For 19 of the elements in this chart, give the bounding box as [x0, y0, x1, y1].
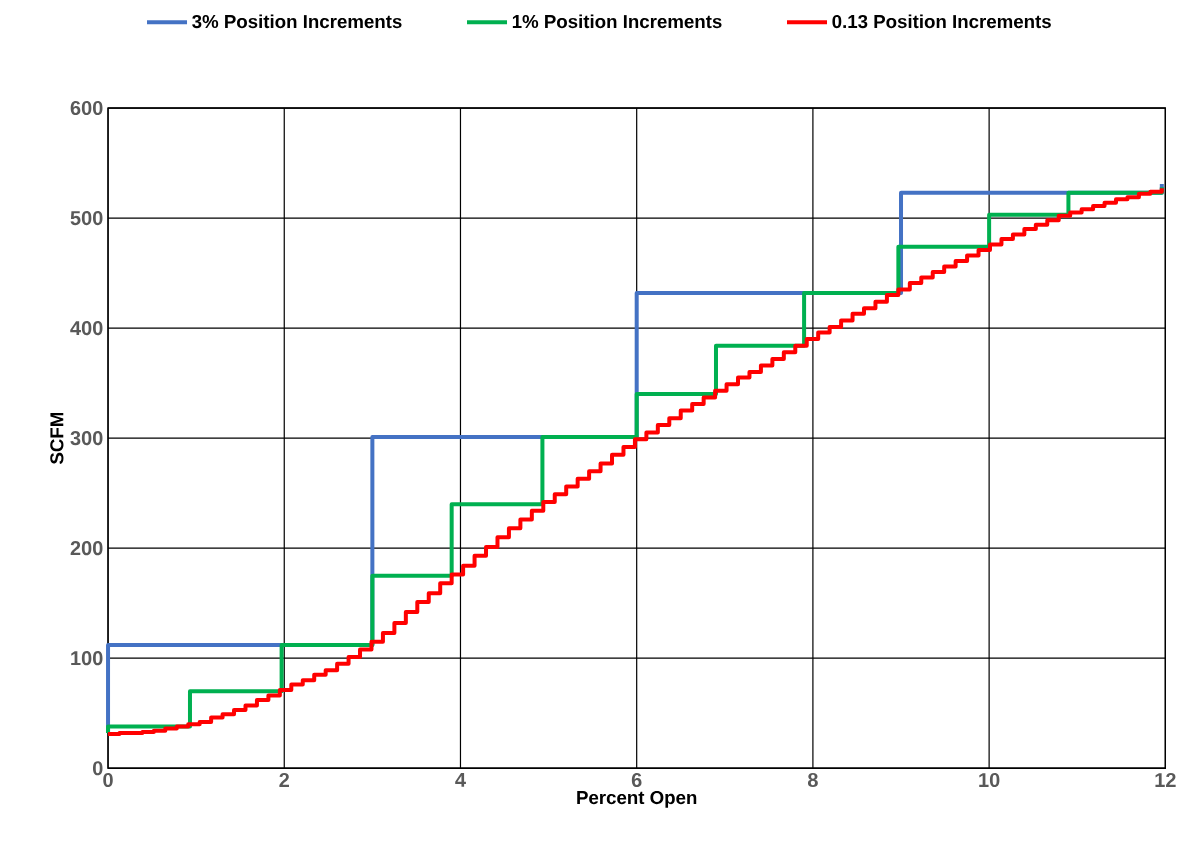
- y-tick-label: 500: [70, 210, 103, 226]
- y-tick-label: 600: [70, 100, 103, 115]
- x-tick-label: 10: [979, 772, 1000, 787]
- legend-label: 0.13 Position Increments: [832, 14, 1051, 29]
- x-tick-label: 8: [807, 772, 818, 787]
- y-tick-label: 0: [93, 761, 103, 776]
- x-tick-label: 4: [455, 772, 466, 787]
- x-tick-label: 6: [631, 772, 642, 787]
- legend-label: 3% Position Increments: [192, 14, 402, 29]
- legend-label: 1% Position Increments: [512, 14, 722, 29]
- x-axis-title: Percent Open: [577, 790, 697, 808]
- x-tick-label: 0: [103, 772, 113, 787]
- y-axis-title: SCFM: [50, 412, 64, 464]
- x-tick-label: 12: [1155, 772, 1176, 787]
- y-tick-label: 400: [70, 320, 103, 336]
- x-tick-label: 2: [279, 772, 289, 787]
- y-tick-label: 100: [71, 650, 103, 666]
- y-tick-label: 300: [70, 430, 103, 446]
- y-tick-label: 200: [70, 540, 103, 556]
